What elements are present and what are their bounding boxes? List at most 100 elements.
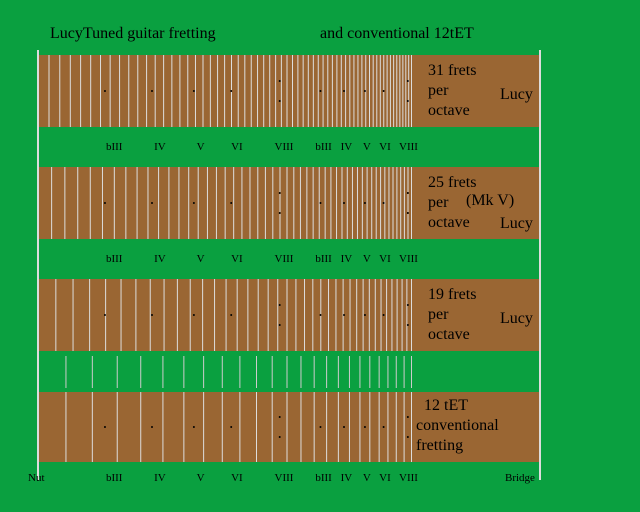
inlay-dot [406, 192, 409, 194]
interval-label: IV [154, 472, 166, 484]
inlay-dot [363, 90, 366, 92]
inlay-dot [192, 314, 195, 316]
interval-label: VI [379, 141, 391, 153]
inlay-dot [382, 426, 385, 428]
interval-label: VI [379, 253, 391, 265]
interval-label: V [363, 141, 371, 153]
inlay-dot [319, 314, 322, 316]
board-tag: Lucy [500, 310, 533, 327]
board-text: octave [428, 326, 470, 343]
inlay-dot [278, 324, 281, 326]
board-text: 31 frets [428, 62, 476, 79]
board-tag: Lucy [500, 215, 533, 232]
inlay-dot [363, 426, 366, 428]
interval-label: VIII [275, 253, 294, 265]
inlay-dot [406, 324, 409, 326]
board-text: per [428, 306, 449, 323]
interval-label: VI [231, 253, 243, 265]
inlay-dot [342, 314, 345, 316]
inlay-dot [278, 80, 281, 82]
inlay-dot [278, 212, 281, 214]
interval-label: VI [379, 472, 391, 484]
inlay-dot [278, 100, 281, 102]
interval-label: IV [341, 253, 353, 265]
inlay-dot [103, 426, 106, 428]
inlay-dot [230, 426, 233, 428]
fretboards: 31 frets per octave Lucy 25 frets per octave (M… [28, 50, 541, 484]
board-text: (Mk V) [466, 192, 514, 209]
inlay-dot [406, 436, 409, 438]
inlay-dot [382, 202, 385, 204]
interval-label: VIII [275, 141, 294, 153]
interval-label: V [197, 141, 205, 153]
inlay-dot [150, 90, 153, 92]
inlay-dot [278, 436, 281, 438]
inlay-dot [192, 90, 195, 92]
inlay-dot [406, 100, 409, 102]
board-text: 25 frets [428, 174, 476, 191]
inlay-dot [103, 202, 106, 204]
interval-label: bIII [106, 253, 123, 265]
inlay-dot [278, 192, 281, 194]
inlay-dot [406, 304, 409, 306]
inlay-dot [278, 416, 281, 418]
inlay-dot [382, 90, 385, 92]
board-text: conventional [416, 417, 499, 434]
inlay-dot [363, 314, 366, 316]
title-left: LucyTuned guitar fretting [50, 25, 216, 42]
fretboard [38, 279, 540, 351]
fretboard [38, 392, 540, 462]
inlay-dot [382, 314, 385, 316]
inlay-dot [103, 314, 106, 316]
interval-label: bIII [315, 141, 332, 153]
board-text: per [428, 194, 449, 211]
interval-label: IV [154, 141, 166, 153]
inlay-dot [192, 202, 195, 204]
interval-label: VIII [275, 472, 294, 484]
title-right: and conventional 12tET [320, 25, 474, 42]
inlay-dot [406, 416, 409, 418]
interval-label: IV [154, 253, 166, 265]
inlay-dot [319, 90, 322, 92]
inlay-dot [406, 80, 409, 82]
inlay-dot [319, 426, 322, 428]
inlay-dot [150, 314, 153, 316]
interval-label: VI [231, 472, 243, 484]
interval-label: IV [341, 472, 353, 484]
interval-label: bIII [315, 253, 332, 265]
inlay-dot [406, 212, 409, 214]
inlay-dot [319, 202, 322, 204]
inlay-dot [192, 426, 195, 428]
interval-label: V [363, 253, 371, 265]
board-text: octave [428, 214, 470, 231]
board-tag: Lucy [500, 86, 533, 103]
interval-label: bIII [106, 472, 123, 484]
board-text: octave [428, 102, 470, 119]
interval-label: bIII [315, 472, 332, 484]
fretboard [38, 55, 540, 127]
interval-label: V [197, 472, 205, 484]
inlay-dot [363, 202, 366, 204]
board-text: 19 frets [428, 286, 476, 303]
nut-label: Nut [28, 472, 45, 484]
interval-label: VIII [399, 253, 418, 265]
inlay-dot [230, 202, 233, 204]
interval-label: VIII [399, 472, 418, 484]
inlay-dot [150, 426, 153, 428]
inlay-dot [278, 304, 281, 306]
inlay-dot [230, 90, 233, 92]
inlay-dot [342, 202, 345, 204]
board-text: 12 tET [424, 397, 468, 414]
interval-label: V [363, 472, 371, 484]
inlay-dot [150, 202, 153, 204]
interval-label: VIII [399, 141, 418, 153]
interval-label: VI [231, 141, 243, 153]
fretboard [38, 167, 540, 239]
inlay-dot [103, 90, 106, 92]
inlay-dot [342, 426, 345, 428]
interval-label: bIII [106, 141, 123, 153]
interval-label: V [197, 253, 205, 265]
bridge-label: Bridge [505, 472, 535, 484]
inlay-dot [230, 314, 233, 316]
